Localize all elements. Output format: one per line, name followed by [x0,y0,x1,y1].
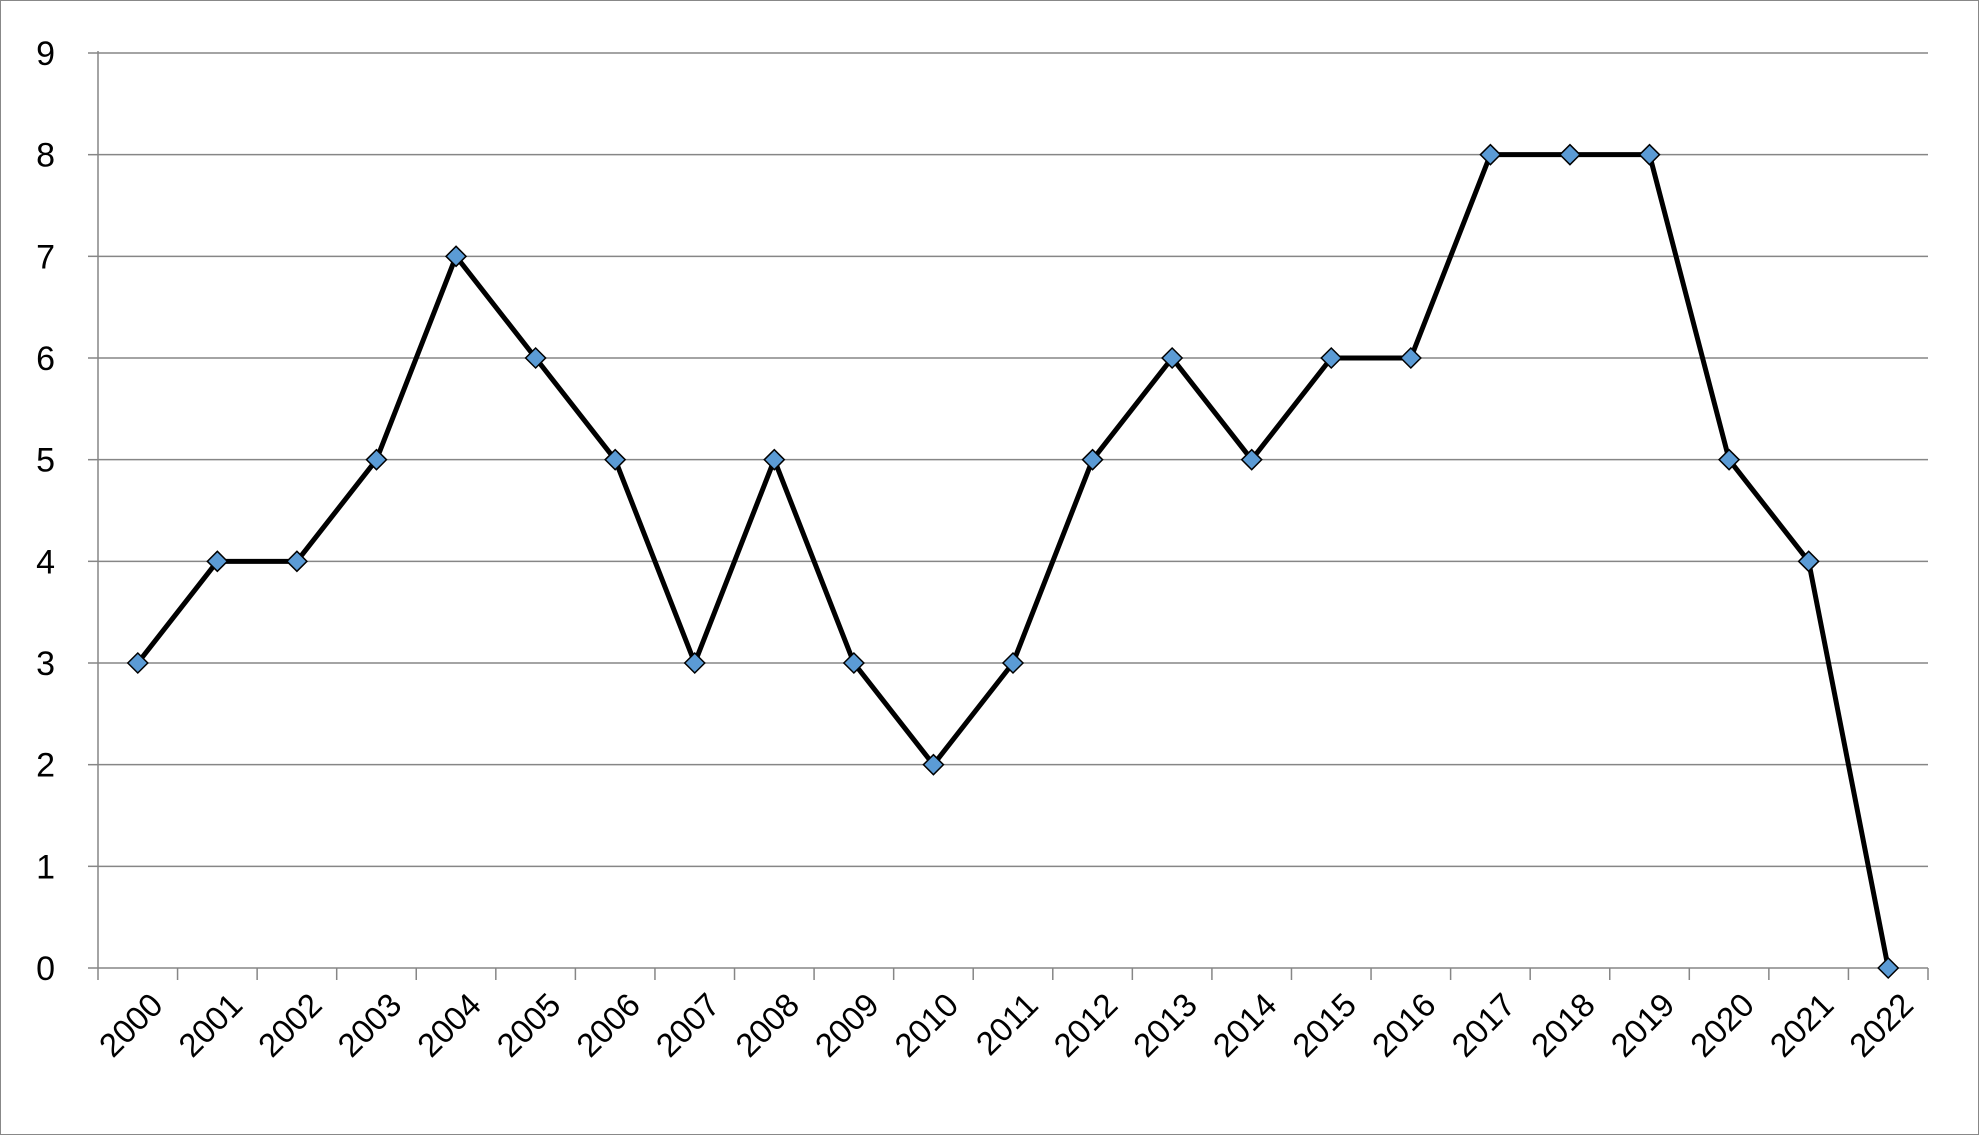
data-point-marker [126,651,149,675]
y-tick-label: 2 [36,747,55,785]
x-tick-label: 2003 [330,986,408,1064]
data-point-marker [1399,346,1422,370]
data-point-marker [206,550,229,573]
y-tick-label: 3 [36,645,55,683]
data-point-marker [524,346,547,370]
data-point-marker [842,651,865,675]
x-tick-label: 2018 [1524,986,1602,1064]
data-point-marker [365,448,388,471]
data-point-marker [922,753,945,776]
x-tick-label: 2021 [1762,986,1840,1064]
data-point-marker [1320,346,1343,370]
data-point-marker [1479,143,1502,166]
y-tick-label: 1 [36,848,55,886]
x-tick-label: 2015 [1285,986,1363,1064]
data-point-marker [763,448,786,471]
data-point-marker [604,448,627,471]
data-point-marker [1081,448,1104,471]
data-point-marker [1001,651,1025,675]
y-tick-label: 5 [36,442,55,480]
x-tick-label: 2014 [1206,986,1284,1064]
data-point-marker [1240,448,1263,471]
data-point-marker [1877,956,1900,980]
data-point-marker [285,550,308,573]
data-point-marker [683,651,706,675]
x-tick-label: 2008 [728,986,806,1064]
x-tick-label: 2006 [569,986,647,1064]
x-tick-label: 2005 [489,986,567,1064]
y-tick-label: 0 [36,950,55,988]
data-point-marker [1638,143,1661,166]
y-tick-label: 6 [36,340,55,378]
y-tick-label: 4 [36,543,55,581]
x-tick-label: 2020 [1683,986,1761,1064]
x-tick-label: 2009 [808,986,886,1064]
x-tick-label: 2016 [1365,986,1443,1064]
data-point-marker [1161,346,1184,370]
x-tick-label: 2011 [969,986,1045,1062]
x-tick-label: 2007 [649,986,727,1064]
data-point-marker [444,245,468,268]
y-tick-label: 9 [36,35,55,73]
x-tick-label: 2002 [251,986,329,1064]
data-point-marker [1558,143,1582,166]
x-tick-label: 2010 [887,986,965,1064]
x-tick-label: 2004 [410,986,488,1064]
x-tick-label: 2013 [1126,986,1204,1064]
x-tick-label: 2022 [1842,986,1920,1064]
x-tick-label: 2019 [1603,986,1681,1064]
x-tick-label: 2000 [92,986,170,1064]
y-tick-label: 7 [36,238,55,276]
data-point-marker [1797,550,1820,573]
data-point-marker [1718,448,1741,471]
y-tick-label: 8 [36,137,55,175]
x-tick-label: 2001 [171,986,249,1064]
x-tick-label: 2017 [1444,986,1522,1064]
x-tick-label: 2012 [1046,986,1124,1064]
